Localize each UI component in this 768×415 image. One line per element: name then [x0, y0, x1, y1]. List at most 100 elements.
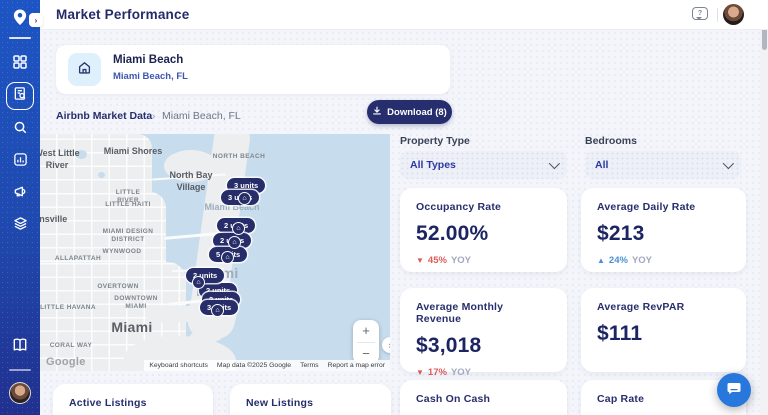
map-label: LITTLE HAITI [105, 201, 151, 208]
sidebar-item-dashboard[interactable] [0, 50, 40, 78]
stat-title: Occupancy Rate [416, 201, 502, 213]
header-user-avatar[interactable] [723, 4, 744, 25]
home-icon [77, 60, 92, 80]
change-percent: 24% [608, 255, 628, 266]
dashboard-grid-icon [12, 54, 28, 75]
breadcrumb-root[interactable]: Airbnb Market Data [56, 110, 153, 122]
chat-bubble-icon [726, 380, 742, 401]
property-type-select[interactable]: All Types [400, 151, 567, 179]
map-panel-handle[interactable]: › [382, 337, 390, 353]
stat-card-average-revpar: Average RevPAR $111 [581, 288, 746, 372]
map-label: MIAMI DESIGN DISTRICT [102, 228, 154, 244]
chat-widget-button[interactable] [717, 373, 751, 407]
stat-card-active-listings: Active Listings [53, 384, 213, 415]
sidebar-user-avatar[interactable] [9, 382, 31, 404]
map-label: LITTLE HAVANA [40, 304, 96, 311]
sidebar-divider [9, 369, 31, 371]
sidebar-expand-button[interactable]: › [29, 13, 43, 27]
breadcrumb-current: Miami Beach, FL [162, 110, 241, 122]
map-listing-marker[interactable]: ⌂ [211, 304, 224, 317]
map-label: ALLAPATTAH [54, 255, 102, 262]
map-lake [98, 172, 105, 178]
megaphone-icon [13, 184, 28, 204]
map-label: West Little River [40, 148, 80, 170]
question-mark-icon: ? [697, 10, 703, 17]
google-logo[interactable]: Google [46, 356, 86, 368]
map-listing-marker[interactable]: ⌂ [192, 276, 205, 289]
bedrooms-select[interactable]: All [585, 151, 741, 179]
stat-title: Average Daily Rate [597, 201, 696, 213]
house-icon: ⌂ [236, 225, 241, 232]
sidebar-item-analytics[interactable] [0, 148, 40, 176]
map-listing-marker[interactable]: ⌂ [238, 192, 251, 205]
sidebar-item-layers[interactable] [0, 212, 40, 240]
map-lake [76, 150, 87, 159]
stat-card-occupancy-rate: Occupancy Rate 52.00% ▼ 45% YOY [400, 188, 567, 272]
stat-value: $213 [597, 222, 645, 245]
map-listing-marker[interactable]: ⌂ [221, 251, 234, 264]
sidebar-divider [9, 37, 31, 39]
breadcrumb-separator: › [152, 110, 156, 122]
stat-card-average-daily-rate: Average Daily Rate $213 ▲ 24% YOY [581, 188, 746, 272]
stat-card-cash-on-cash: Cash On Cash [400, 380, 567, 415]
bedrooms-label: Bedrooms [585, 135, 637, 147]
chevron-down-icon [722, 157, 735, 170]
stat-change: ▼ 45% YOY [416, 255, 551, 266]
trend-down-icon: ▼ [416, 256, 424, 265]
chevron-right-icon: › [389, 340, 391, 350]
download-button[interactable]: Download (8) [367, 100, 452, 124]
map-label: CORAL WAY [49, 342, 93, 349]
stat-title: New Listings [246, 397, 314, 409]
bedrooms-value: All [595, 159, 609, 171]
stat-title: Average RevPAR [597, 301, 685, 313]
terms-link[interactable]: Terms [300, 362, 319, 369]
sidebar-item-market-data[interactable] [0, 82, 40, 110]
zoom-in-button[interactable]: + [362, 323, 370, 339]
location-subtitle: Miami Beach, FL [113, 71, 188, 82]
trend-down-icon: ▼ [416, 368, 424, 377]
map-label: NORTH BEACH [212, 153, 266, 160]
map-label: Miami Beach [204, 202, 260, 212]
report-map-error-link[interactable]: Report a map error [327, 362, 385, 369]
sidebar-item-resources[interactable] [0, 333, 40, 361]
feedback-button[interactable]: ? [692, 7, 708, 20]
house-icon: ⌂ [242, 195, 247, 202]
map-label: Miami [111, 319, 153, 335]
app-logo[interactable] [0, 6, 40, 34]
map-listing-marker[interactable]: ⌂ [228, 236, 241, 249]
stat-title: Cash On Cash [416, 393, 491, 405]
map-label: North Bay Village [169, 170, 213, 192]
sidebar [0, 0, 40, 415]
map-canvas[interactable]: Miami Shores NORTH BEACH West Little Riv… [40, 134, 390, 371]
top-header: Market Performance ? [40, 0, 768, 30]
layers-icon [13, 216, 28, 236]
stat-title: Average Monthly Revenue [416, 301, 504, 325]
sidebar-item-announcements[interactable] [0, 180, 40, 208]
sidebar-active-indicator [6, 82, 34, 110]
change-period: YOY [450, 367, 471, 378]
house-icon: ⌂ [232, 239, 237, 246]
map-listing-marker[interactable]: ⌂ [232, 222, 245, 235]
scrollbar-track[interactable] [760, 0, 768, 415]
zoom-out-button[interactable]: − [362, 345, 370, 361]
chevron-down-icon [548, 157, 561, 170]
header-divider [717, 8, 718, 22]
stat-title: Cap Rate [597, 393, 645, 405]
analytics-chart-icon [13, 152, 28, 172]
stat-change: ▼ 17% YOY [416, 367, 551, 378]
location-pin-logo-icon [10, 8, 30, 33]
stat-card-new-listings: New Listings [230, 384, 391, 415]
chevron-right-icon: › [34, 15, 38, 25]
map-label: WYNWOOD [102, 248, 142, 255]
location-card[interactable]: Miami Beach Miami Beach, FL [56, 45, 450, 94]
book-icon [12, 337, 28, 358]
stat-value: 52.00% [416, 222, 489, 245]
sidebar-item-search[interactable] [0, 116, 40, 144]
map-zoom-control: + − [353, 320, 379, 364]
keyboard-shortcuts-link[interactable]: Keyboard shortcuts [149, 362, 208, 369]
change-percent: 45% [427, 255, 447, 266]
map-label: Miami Shores [103, 146, 163, 156]
map-attribution: Keyboard shortcuts Map data ©2025 Google… [144, 360, 390, 371]
stat-card-average-monthly-revenue: Average Monthly Revenue $3,018 ▼ 17% YOY [400, 288, 567, 378]
